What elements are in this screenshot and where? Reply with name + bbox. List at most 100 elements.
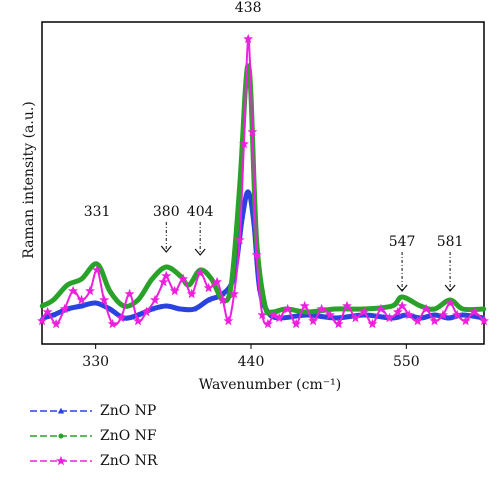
data-point	[316, 303, 327, 314]
data-point	[135, 297, 141, 303]
data-point	[234, 234, 245, 245]
data-point	[239, 138, 249, 149]
data-point	[479, 315, 489, 326]
data-point	[384, 312, 395, 323]
data-point	[228, 282, 234, 288]
data-point	[392, 306, 403, 317]
data-point	[164, 264, 169, 270]
data-point	[39, 303, 45, 309]
data-point	[99, 294, 110, 305]
data-point	[149, 276, 155, 282]
peak-label-438: 438	[235, 0, 262, 16]
data-point	[262, 303, 268, 309]
x-tick-label: 440	[238, 354, 265, 370]
data-point	[361, 312, 367, 318]
arrow-head	[396, 284, 408, 292]
data-point	[333, 306, 338, 312]
data-point	[178, 273, 183, 279]
legend-label: ZnO NF	[100, 428, 157, 444]
data-point	[158, 276, 169, 287]
peak-label-380: 380	[153, 204, 180, 220]
data-point	[299, 300, 310, 311]
data-point	[304, 312, 311, 318]
data-point	[412, 315, 423, 326]
data-point	[37, 315, 47, 326]
data-point	[169, 285, 180, 296]
data-point	[342, 300, 352, 311]
data-point	[399, 294, 405, 300]
data-point	[217, 294, 228, 305]
series-layer	[37, 33, 489, 329]
data-point	[163, 303, 170, 309]
data-point	[42, 306, 53, 317]
data-point	[397, 300, 407, 311]
data-point	[59, 303, 70, 314]
legend-swatch	[30, 433, 92, 439]
data-point	[376, 303, 386, 314]
legend-label: ZnO NP	[100, 403, 157, 419]
data-point	[359, 306, 369, 317]
x-tick-label: 550	[393, 354, 420, 370]
data-point	[85, 285, 95, 296]
data-point	[282, 303, 293, 314]
data-point	[404, 309, 415, 320]
arrow-head	[160, 245, 172, 253]
data-point	[203, 282, 214, 293]
data-point	[243, 33, 254, 44]
data-point	[429, 315, 440, 326]
data-point	[141, 306, 152, 317]
data-point	[251, 249, 262, 260]
series-zno-nf	[39, 63, 487, 316]
data-point	[212, 276, 222, 287]
data-point	[92, 264, 102, 275]
data-point	[124, 288, 135, 299]
data-point	[107, 318, 118, 329]
data-point	[333, 318, 344, 329]
raman-chart: 331 380 404 438 547 581 330 440 550 Wavenumber …	[21, 0, 489, 393]
data-point	[116, 312, 126, 323]
data-point	[65, 282, 70, 288]
data-point	[460, 315, 471, 326]
data-point	[191, 306, 198, 312]
data-point	[79, 276, 84, 282]
data-point	[460, 312, 466, 318]
series-zno-nr	[37, 33, 489, 329]
data-point	[229, 288, 239, 299]
data-point	[51, 297, 56, 303]
data-point	[106, 306, 113, 312]
data-point	[438, 309, 448, 320]
data-point	[445, 315, 452, 321]
peak-label-331: 331	[84, 204, 111, 220]
x-axis-label: Wavenumber (cm⁻¹)	[199, 377, 341, 393]
annotation-layer: 331 380 404 438 547 581	[84, 0, 464, 292]
x-tick-label: 330	[82, 354, 109, 370]
data-point	[78, 303, 85, 309]
data-point	[195, 267, 206, 278]
data-point	[350, 312, 361, 323]
data-point	[469, 306, 479, 317]
data-point	[421, 303, 431, 314]
data-point	[263, 318, 273, 329]
data-point	[274, 312, 285, 323]
data-point	[50, 312, 57, 318]
legend-label: ZnO NR	[100, 453, 158, 469]
data-point	[161, 270, 172, 281]
peak-label-581: 581	[437, 234, 464, 250]
series-line	[40, 63, 485, 316]
data-point	[150, 294, 160, 305]
data-point	[237, 183, 242, 189]
plot-frame	[41, 21, 485, 345]
data-point	[178, 273, 189, 284]
data-point	[432, 306, 437, 312]
data-point	[431, 312, 438, 318]
arrow-head	[444, 284, 456, 292]
data-point	[257, 309, 268, 320]
data-point	[481, 306, 487, 312]
data-point	[92, 300, 99, 306]
data-point	[223, 315, 234, 326]
data-point	[68, 285, 78, 296]
arrow-head	[194, 248, 206, 256]
data-point	[308, 315, 319, 326]
data-point	[133, 315, 143, 326]
data-point	[460, 306, 466, 312]
